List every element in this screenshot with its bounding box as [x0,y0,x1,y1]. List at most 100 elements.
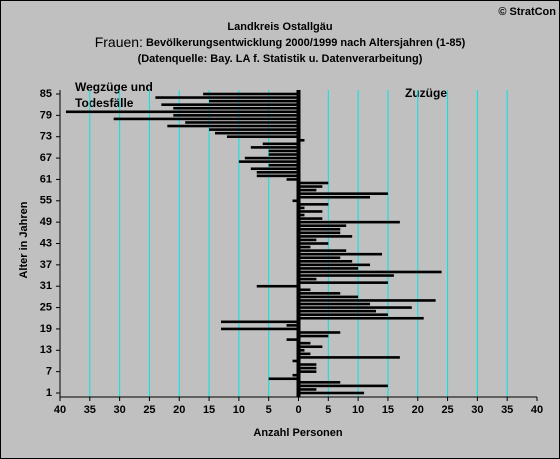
subtitle-text: Bevölkerungsentwicklung 2000/1999 nach A… [146,37,466,49]
bar [238,160,299,163]
bar [155,96,299,99]
bar [298,192,388,195]
bar [298,313,388,316]
bar [262,142,299,146]
x-tick-label: 30 [471,404,483,416]
bar [292,199,299,203]
bar [256,171,299,174]
bar [298,256,341,260]
y-tick-label: 43 [40,237,52,249]
bar [286,178,299,181]
x-tick-label: 35 [84,404,96,416]
bar [298,292,341,295]
bar [185,121,299,124]
bar [298,384,388,388]
bar [298,345,323,349]
copyright: © StratCon [498,6,556,18]
bar [298,224,347,228]
x-tick-label: 10 [352,404,364,416]
bar [256,284,299,288]
annotation: Zuzüge [405,86,447,100]
bar [268,163,299,167]
bar [167,124,299,128]
y-tick-label: 1 [46,387,52,399]
bar [298,366,317,370]
bar [298,341,311,345]
x-tick-label: 10 [233,404,245,416]
y-tick-label: 55 [40,195,52,207]
bar [286,324,299,327]
bar [220,327,299,331]
source: (Datenquelle: Bay. LA f. Statistik u. Da… [138,53,423,65]
bar [298,235,353,238]
x-tick-label: 25 [441,404,453,416]
bar [268,153,299,156]
annotation: Wegzüge und [75,80,153,94]
bar [298,217,323,220]
bar [298,352,311,356]
bar [286,338,299,341]
bar [298,188,317,192]
bar [244,156,299,160]
bar [298,206,305,210]
bar [298,381,341,384]
y-tick-label: 19 [40,323,52,335]
y-tick-label: 13 [40,344,52,356]
bar [298,288,311,292]
bar [298,348,305,352]
bar [298,274,394,277]
bar [209,128,299,131]
x-tick-label: 25 [143,404,155,416]
bar [298,210,323,213]
x-tick-label: 20 [173,404,185,416]
bar [298,242,329,245]
bar [298,302,371,306]
x-tick-label: 15 [382,404,394,416]
bar [298,245,311,249]
x-tick-label: 20 [412,404,424,416]
x-tick-label: 30 [114,404,126,416]
y-tick-label: 7 [46,366,52,378]
bar [298,252,382,256]
bar [298,309,377,313]
y-axis-label: Alter in Jahren [18,201,30,278]
bar [256,174,299,178]
subtitle-prefix: Frauen: [95,34,143,50]
bar [298,213,305,217]
bar [215,131,299,135]
bar [298,249,347,252]
x-tick-label: 5 [325,404,331,416]
y-tick-label: 25 [40,301,52,313]
bar [298,259,353,263]
x-tick-label: 40 [531,404,543,416]
bar [298,238,317,242]
bar [268,149,299,153]
bar [173,106,299,110]
bar [298,185,323,188]
x-tick-label: 5 [266,404,272,416]
bar [298,270,442,274]
bar [298,370,317,373]
bar [298,203,329,206]
bar [250,167,299,171]
bar [298,306,412,309]
bar [220,320,299,324]
bar [292,373,299,377]
x-tick-label: 15 [203,404,215,416]
chart-subtitle: Frauen: Bevölkerungsentwicklung 2000/1999… [95,34,466,50]
bar [298,295,359,299]
y-tick-label: 85 [40,88,52,100]
bar [298,220,400,224]
bar [298,363,317,366]
bar [203,92,299,96]
bar [209,99,299,103]
x-tick-label: 0 [295,404,301,416]
x-tick-label: 35 [501,404,513,416]
y-tick-label: 37 [40,259,52,271]
bar [298,138,305,142]
y-tick-label: 31 [40,280,52,292]
bar [298,281,388,284]
bar [298,263,371,267]
